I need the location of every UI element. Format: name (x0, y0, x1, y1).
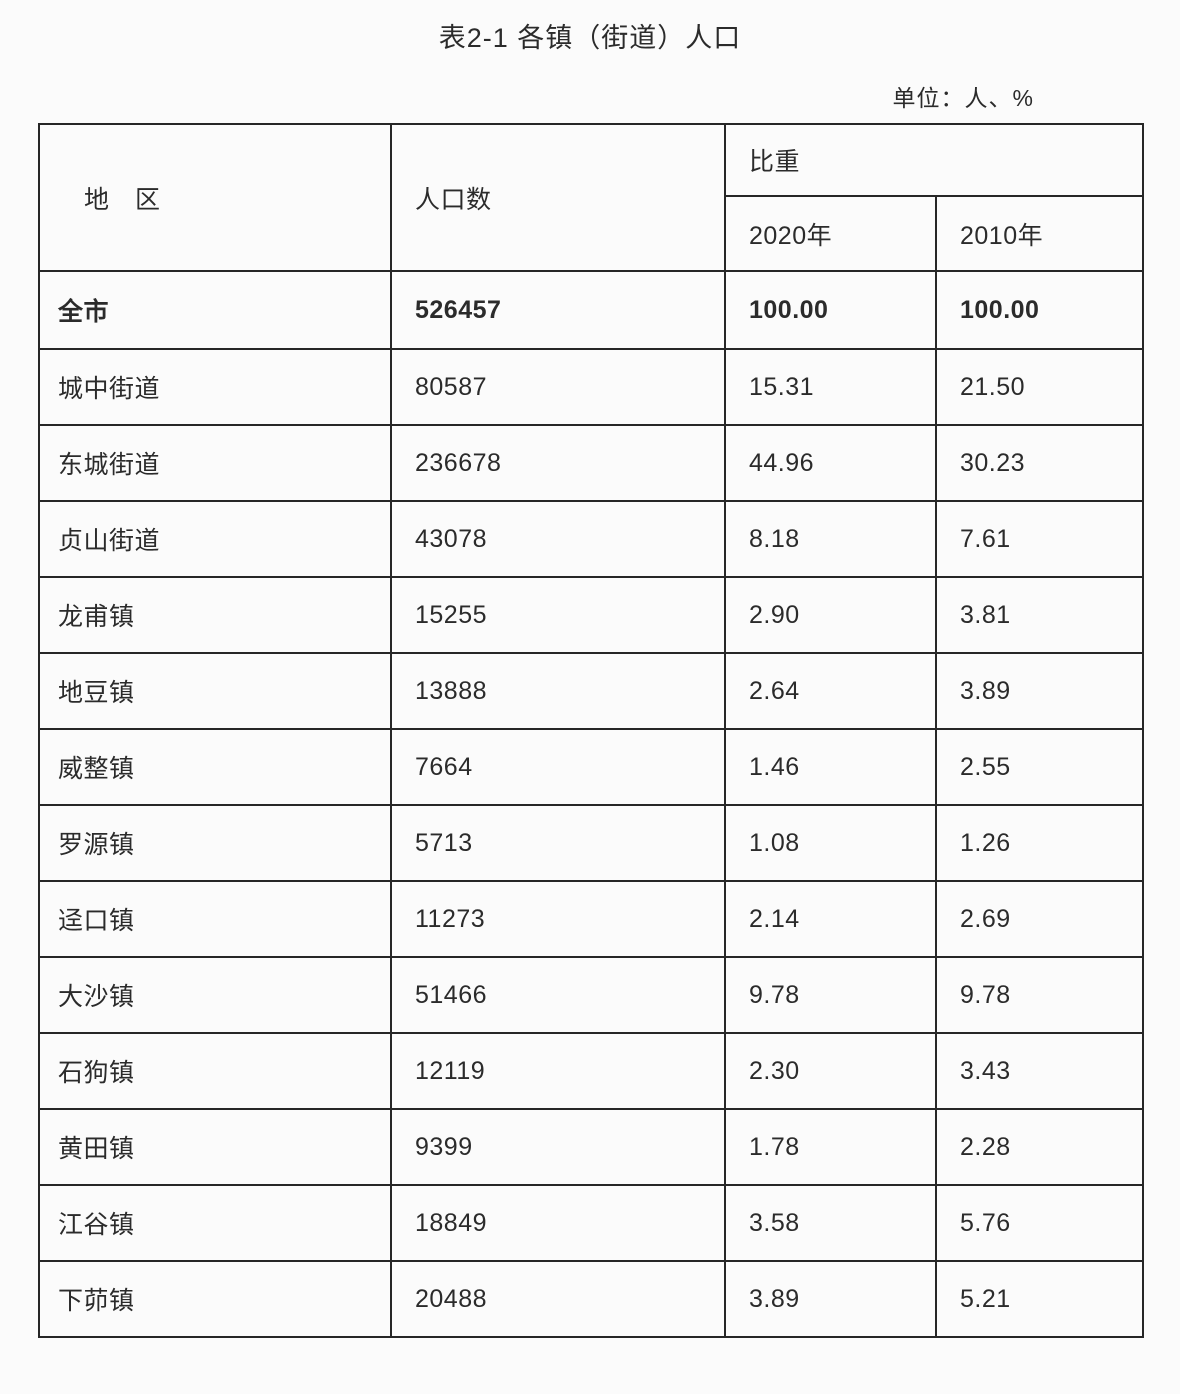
pct-2020-cell: 3.58 (724, 1184, 937, 1262)
column-header-proportion: 比重 (723, 123, 1145, 197)
table-row: 威整镇 7664 1.46 2.55 (38, 728, 1145, 806)
unit-note: 单位：人、% (892, 85, 1034, 111)
column-header-2020: 2020年 (724, 195, 937, 272)
population-cell: 18849 (390, 1184, 726, 1262)
table-row: 大沙镇 51466 9.78 9.78 (38, 956, 1145, 1034)
pct-2010-cell: 21.50 (934, 348, 1145, 426)
region-cell: 东城街道 (38, 424, 392, 502)
pct-2010-cell: 3.89 (934, 652, 1145, 730)
page-title: 表2-1 各镇（街道）人口 (438, 23, 742, 53)
region-cell: 地豆镇 (38, 652, 392, 730)
table-row: 东城街道 236678 44.96 30.23 (38, 424, 1145, 502)
pct-2010-cell: 2.28 (934, 1108, 1145, 1186)
population-cell: 51466 (390, 956, 726, 1034)
table-row: 石狗镇 12119 2.30 3.43 (38, 1032, 1145, 1110)
pct-2020-cell: 2.30 (724, 1032, 937, 1110)
pct-2010-cell: 30.23 (934, 424, 1145, 502)
table-row: 下茆镇 20488 3.89 5.21 (38, 1260, 1145, 1338)
pct-2020-cell: 9.78 (724, 956, 937, 1034)
table-row: 城中街道 80587 15.31 21.50 (38, 348, 1145, 426)
header-row-1: 地 区 人口数 比重 (38, 123, 1145, 272)
population-cell: 80587 (390, 348, 726, 426)
population-cell: 5713 (390, 804, 726, 882)
pct-2010-cell: 3.43 (934, 1032, 1145, 1110)
table-row: 龙甫镇 15255 2.90 3.81 (38, 576, 1145, 654)
pct-2020-cell: 8.18 (724, 500, 937, 578)
table-row: 江谷镇 18849 3.58 5.76 (38, 1184, 1145, 1262)
population-cell: 13888 (390, 652, 726, 730)
population-cell: 11273 (390, 880, 726, 958)
pct-2020-cell: 44.96 (724, 424, 937, 502)
table-row: 贞山街道 43078 8.18 7.61 (38, 500, 1145, 578)
pct-2020-cell: 3.89 (724, 1260, 937, 1338)
population-cell: 15255 (390, 576, 726, 654)
pct-2010-cell: 100.00 (934, 270, 1145, 350)
table-row: 黄田镇 9399 1.78 2.28 (38, 1108, 1145, 1186)
pct-2020-cell: 1.78 (724, 1108, 937, 1186)
table-row: 地豆镇 13888 2.64 3.89 (38, 652, 1145, 730)
table-row: 迳口镇 11273 2.14 2.69 (38, 880, 1145, 958)
table-row: 罗源镇 5713 1.08 1.26 (38, 804, 1145, 882)
pct-2010-cell: 3.81 (934, 576, 1145, 654)
pct-2010-cell: 5.76 (934, 1184, 1145, 1262)
pct-2020-cell: 2.64 (724, 652, 937, 730)
pct-2010-cell: 7.61 (934, 500, 1145, 578)
region-cell: 大沙镇 (38, 956, 392, 1034)
population-cell: 20488 (390, 1260, 726, 1338)
region-cell: 全市 (38, 270, 392, 350)
population-cell: 236678 (390, 424, 726, 502)
region-cell: 下茆镇 (38, 1260, 392, 1338)
pct-2010-cell: 2.55 (934, 728, 1145, 806)
region-cell: 罗源镇 (38, 804, 392, 882)
region-cell: 江谷镇 (38, 1184, 392, 1262)
column-header-region: 地 区 (38, 123, 392, 272)
population-cell: 526457 (390, 270, 726, 350)
pct-2020-cell: 2.14 (724, 880, 937, 958)
population-cell: 9399 (390, 1108, 726, 1186)
population-cell: 12119 (390, 1032, 726, 1110)
region-cell: 威整镇 (38, 728, 392, 806)
region-cell: 黄田镇 (38, 1108, 392, 1186)
header-row-2: 2020年 2010年 (39, 195, 1145, 272)
population-cell: 7664 (390, 728, 726, 806)
region-cell: 城中街道 (38, 348, 392, 426)
column-header-2010: 2010年 (934, 195, 1145, 272)
pct-2020-cell: 2.90 (724, 576, 937, 654)
pct-2020-cell: 100.00 (724, 270, 937, 350)
pct-2010-cell: 9.78 (934, 956, 1145, 1034)
pct-2010-cell: 1.26 (934, 804, 1145, 882)
region-cell: 石狗镇 (38, 1032, 392, 1110)
pct-2010-cell: 5.21 (934, 1260, 1145, 1338)
pct-2020-cell: 15.31 (724, 348, 937, 426)
pct-2020-cell: 1.08 (724, 804, 937, 882)
region-cell: 龙甫镇 (38, 576, 392, 654)
column-header-population: 人口数 (390, 123, 726, 272)
region-cell: 迳口镇 (38, 880, 392, 958)
population-cell: 43078 (390, 500, 726, 578)
pct-2020-cell: 1.46 (724, 728, 937, 806)
pct-2010-cell: 2.69 (934, 880, 1145, 958)
population-table: 地 区 人口数 比重 2020年 2010年 全市 526457 100.00 … (38, 123, 1145, 1338)
table-row-total: 全市 526457 100.00 100.00 (38, 270, 1145, 350)
region-cell: 贞山街道 (38, 500, 392, 578)
